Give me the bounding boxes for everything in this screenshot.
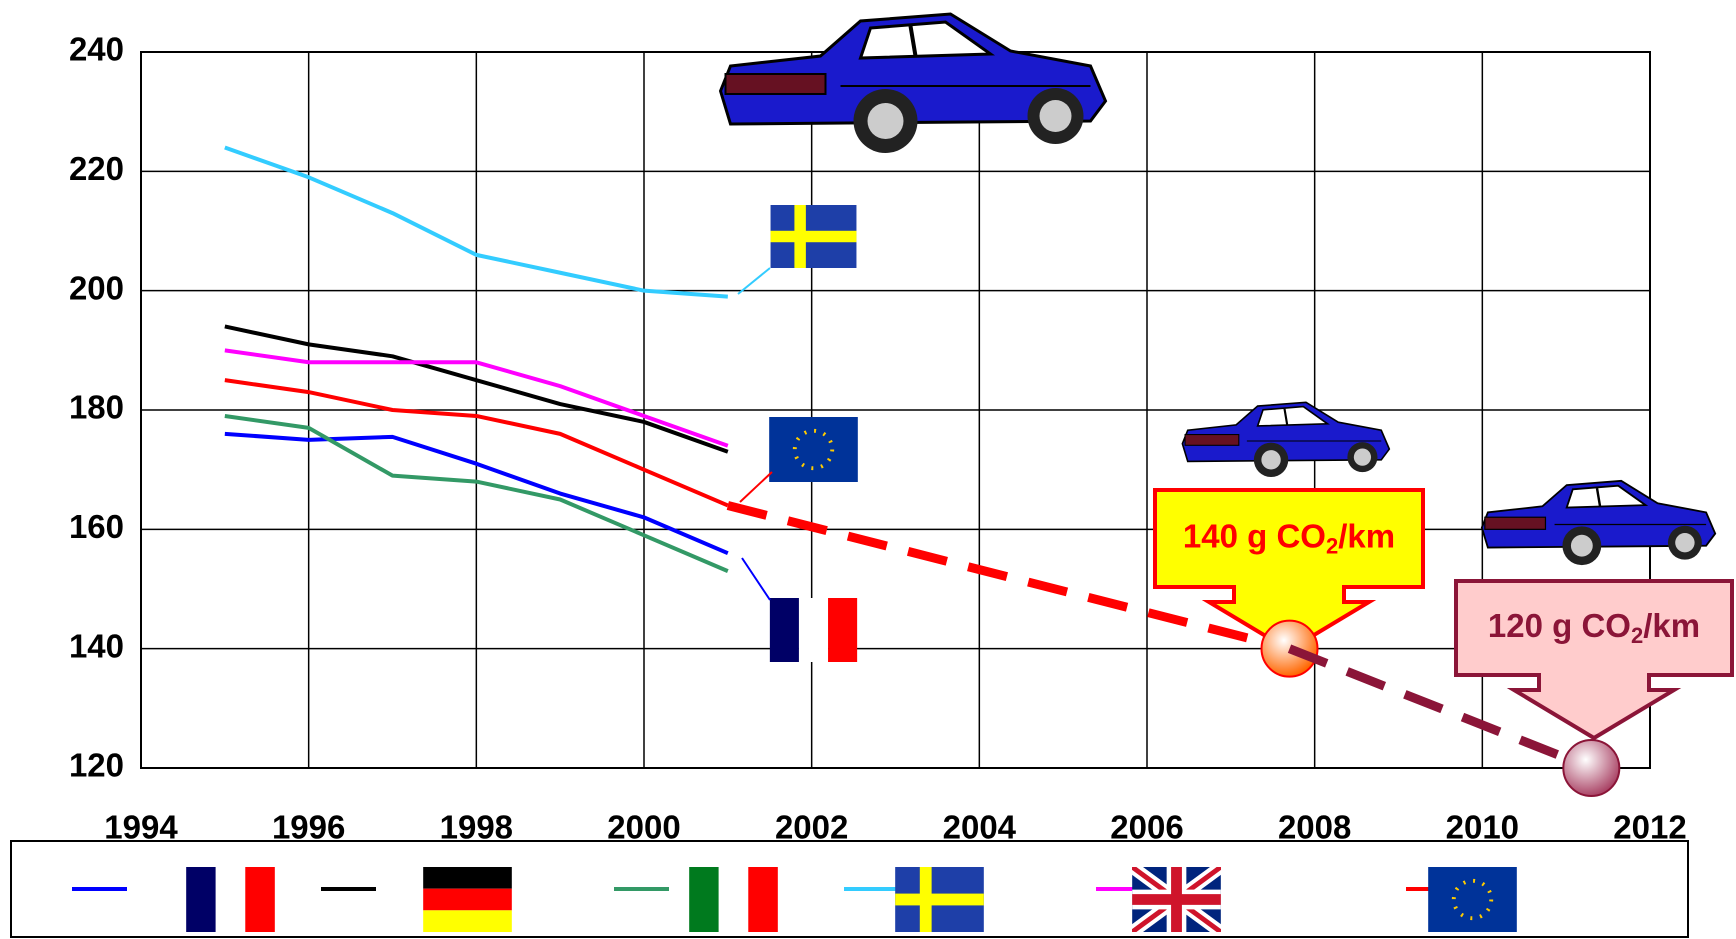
target-trend (726, 501, 1291, 654)
x-tick-label: 2002 (775, 809, 848, 846)
x-tick-label: 2008 (1278, 809, 1351, 846)
flag-sweden (770, 205, 857, 268)
x-tick-label: 1996 (272, 809, 345, 846)
series-line (224, 145, 728, 299)
x-tick-label: 2000 (607, 809, 680, 846)
pointer-arrow (741, 557, 771, 601)
y-tick-label: 180 (69, 389, 124, 426)
pointer-arrow (739, 471, 773, 503)
legend-flag (895, 867, 984, 932)
x-tick-label: 2006 (1110, 809, 1183, 846)
legend-flag (186, 867, 275, 932)
x-tick-label: 2004 (943, 809, 1017, 846)
series-lines (224, 145, 729, 573)
flag-france (769, 598, 858, 662)
x-tick-label: 1998 (440, 809, 513, 846)
y-tick-label: 120 (69, 747, 124, 784)
series-line (224, 378, 729, 508)
car-image (1180, 400, 1391, 479)
callout-box (1153, 488, 1425, 653)
series-line (224, 431, 729, 556)
y-tick-label: 140 (69, 627, 124, 664)
series-line (224, 348, 729, 448)
x-tick-label: 2012 (1613, 809, 1686, 846)
target-label: 120 g CO2/km (1488, 607, 1700, 648)
legend-flag (423, 867, 512, 932)
legend-flag (689, 867, 778, 932)
car-image (721, 14, 1106, 153)
target-label-part: 2 (1326, 533, 1338, 558)
legend-flag (1132, 867, 1221, 932)
target-trend (1287, 644, 1593, 773)
car-image (1480, 479, 1717, 567)
target-label-part: /km (1643, 607, 1700, 644)
target-label-part: 2 (1631, 623, 1643, 648)
series-line (224, 413, 729, 573)
legend-flag (1428, 867, 1517, 932)
pointer-arrow (737, 267, 771, 295)
x-tick-label: 1994 (104, 809, 178, 846)
target-label-part: 120 g CO (1488, 607, 1631, 644)
target-label-part: 140 g CO (1183, 517, 1326, 554)
y-tick-label: 240 (69, 31, 124, 68)
target-point (1562, 739, 1621, 797)
x-tick-label: 2010 (1446, 809, 1519, 846)
target-label-part: /km (1338, 517, 1395, 554)
y-tick-label: 200 (69, 269, 124, 306)
callout-box (1454, 579, 1734, 741)
series-line (224, 324, 729, 454)
flag-eu (769, 417, 858, 482)
target-label: 140 g CO2/km (1183, 517, 1395, 558)
y-tick-label: 160 (69, 508, 124, 545)
y-tick-label: 220 (69, 150, 124, 187)
legend-items (72, 867, 1517, 932)
